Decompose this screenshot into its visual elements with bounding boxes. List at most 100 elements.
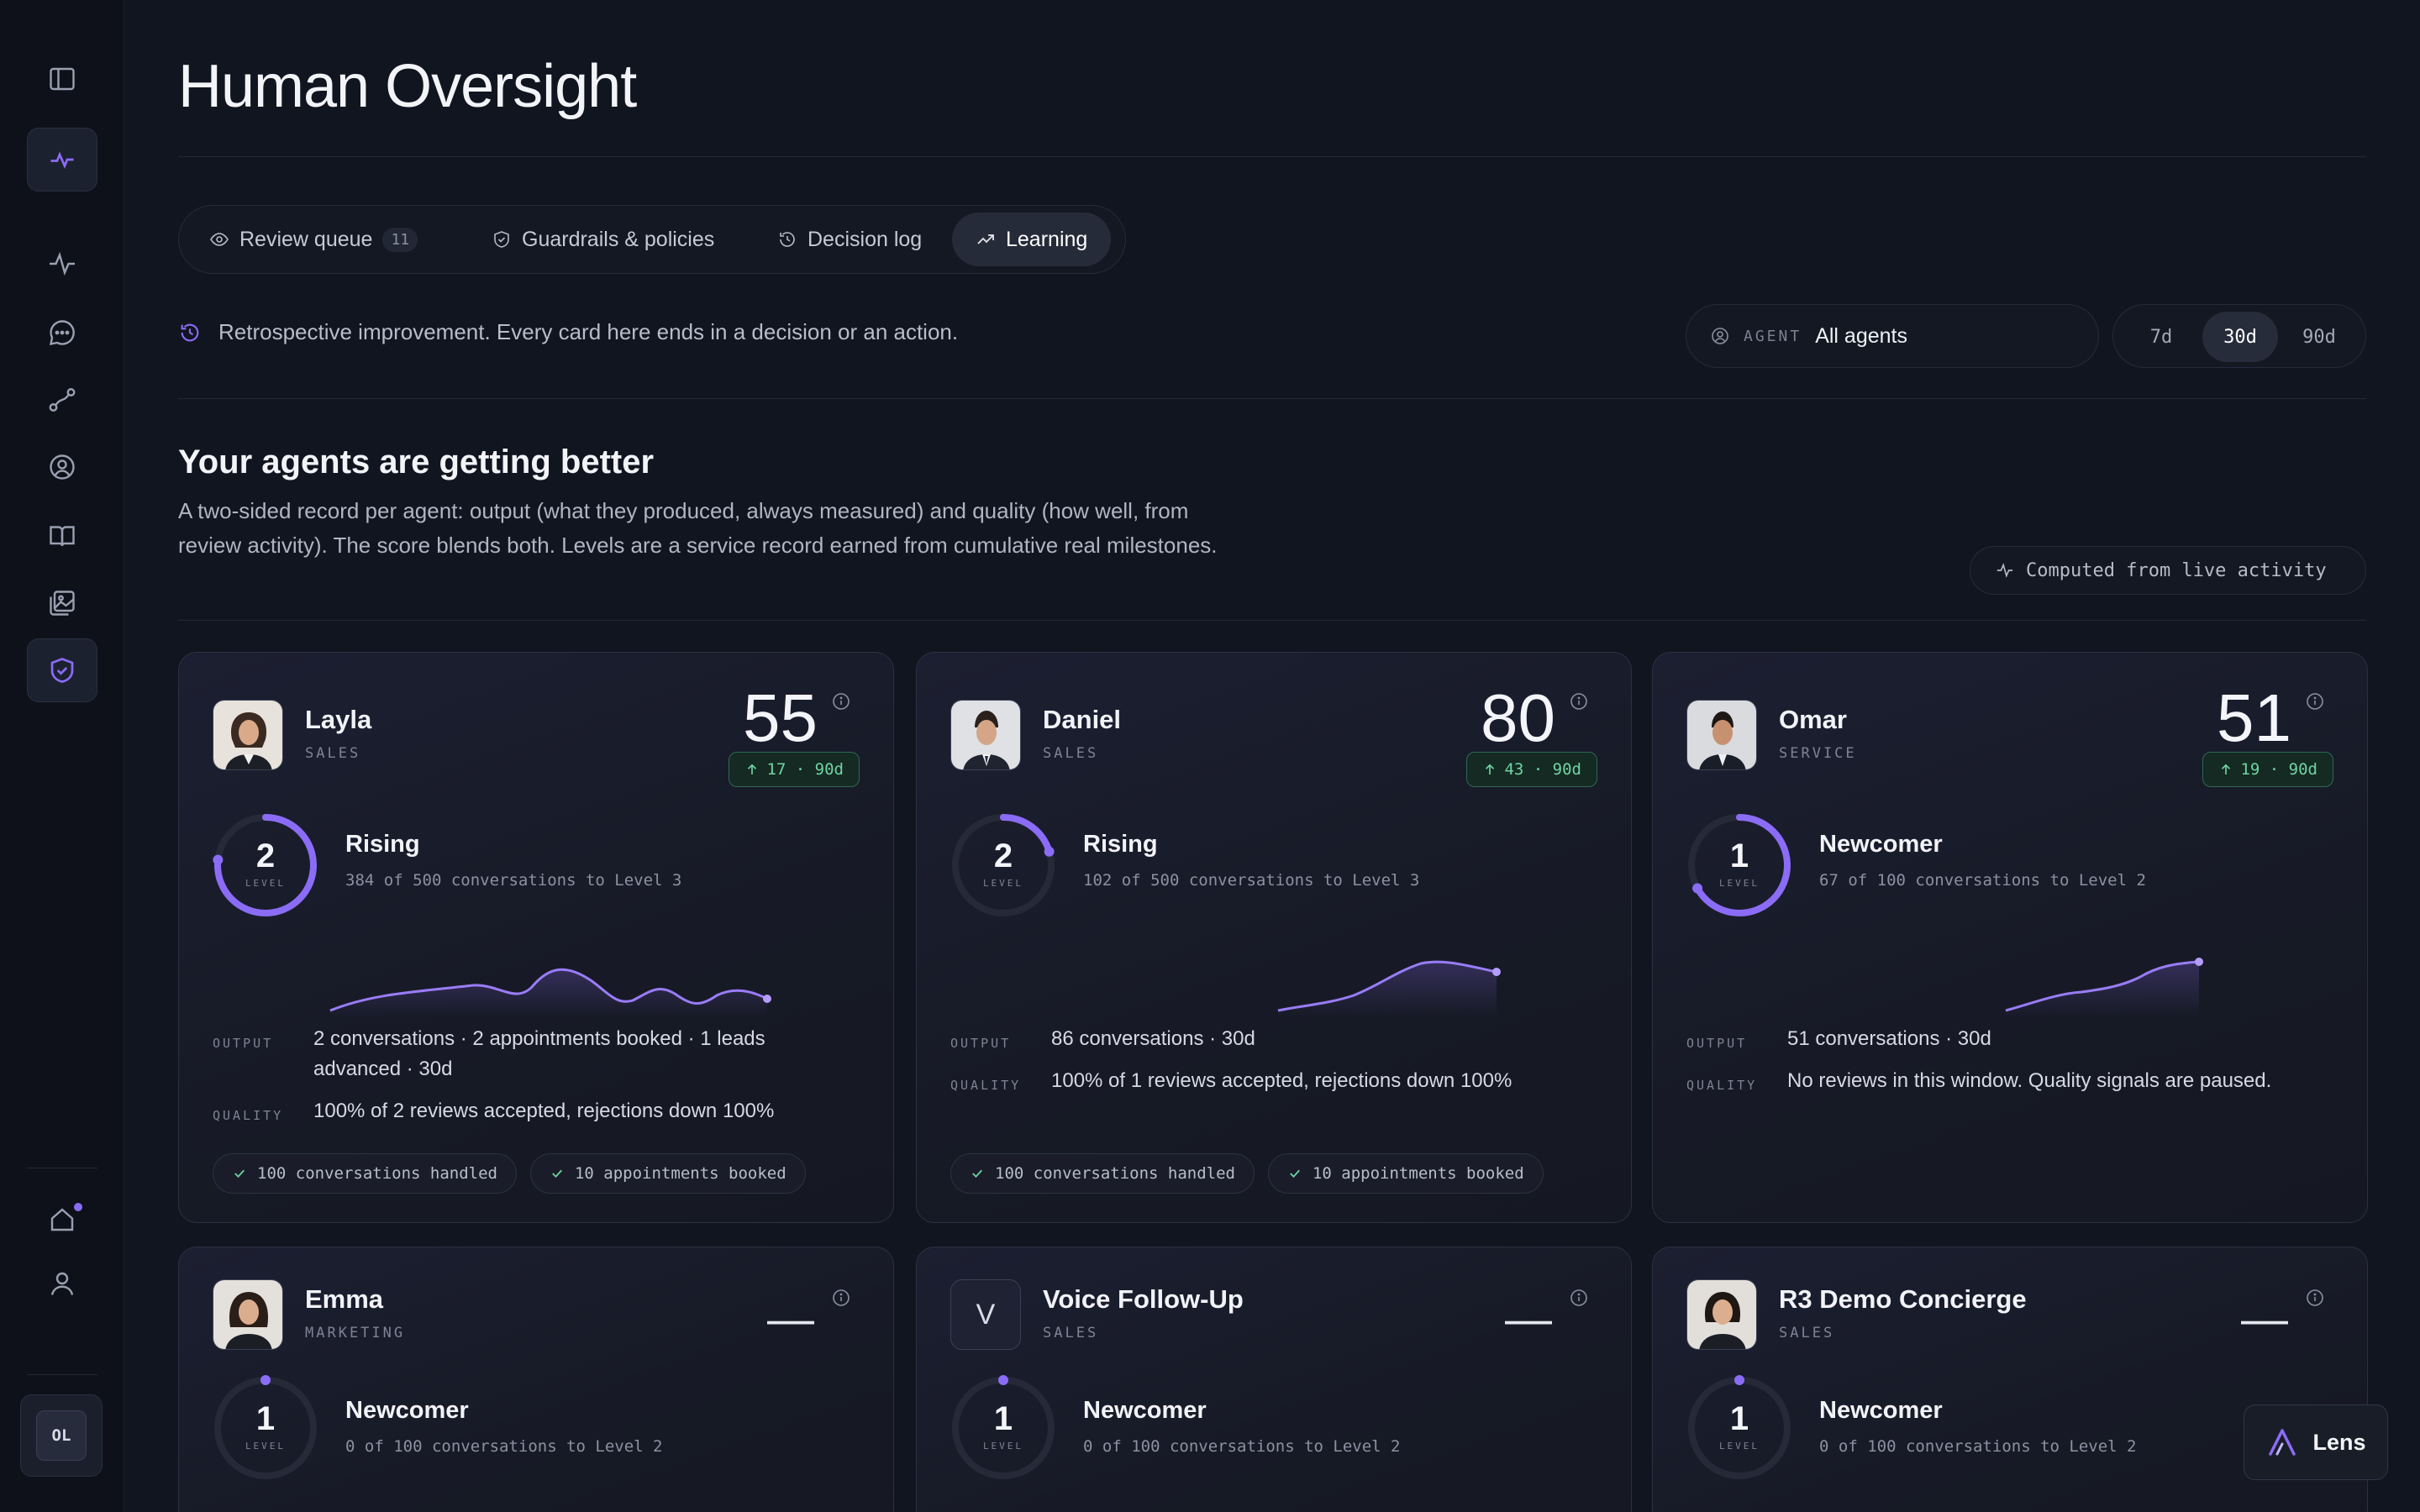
- tab-learning[interactable]: Learning: [952, 213, 1112, 266]
- quality-label: QUALITY: [213, 1108, 284, 1123]
- agent-card-daniel[interactable]: Daniel SALES 80 43 · 90d 2 LEVEL Rising …: [916, 652, 1632, 1223]
- sidebar-item-activity[interactable]: [27, 232, 97, 296]
- info-icon[interactable]: [2305, 1288, 2325, 1308]
- lens-button[interactable]: Lens: [2244, 1404, 2388, 1480]
- level-ring: [952, 814, 1055, 916]
- quality-value: 100% of 1 reviews accepted, rejections d…: [1051, 1069, 1512, 1092]
- check-icon: [552, 1169, 562, 1179]
- sidebar-item-media[interactable]: [27, 571, 97, 635]
- panel-toggle-button[interactable]: [27, 47, 97, 111]
- range-option-7d[interactable]: 7d: [2149, 326, 2173, 348]
- milestone-badge: 100 conversations handled: [950, 1153, 1255, 1194]
- sidebar-item-chat[interactable]: [27, 301, 97, 365]
- info-icon[interactable]: [1569, 1288, 1589, 1308]
- info-icon[interactable]: [1569, 691, 1589, 711]
- agent-score: 51: [2217, 680, 2291, 755]
- level-progress: 384 of 500 conversations to Level 3: [345, 871, 682, 890]
- level-number: 2: [993, 837, 1013, 874]
- arrow-up-icon: [748, 764, 757, 774]
- score-delta: 17 · 90d: [766, 760, 844, 779]
- notification-dot: [74, 1203, 82, 1211]
- history-icon: [780, 232, 795, 247]
- milestone-label: 10 appointments booked: [1312, 1164, 1524, 1183]
- agent-team: SERVICE: [1779, 745, 1857, 762]
- arrow-up-icon: [1486, 764, 1495, 774]
- tier-name: Newcomer: [1083, 1397, 1207, 1424]
- agent-score: 55: [743, 680, 818, 755]
- agent-avatar: [213, 700, 283, 770]
- output-value: 86 conversations · 30d: [1051, 1027, 1255, 1050]
- sidebar: OL: [0, 0, 124, 1512]
- activity-sparkline: [2005, 958, 2203, 1017]
- range-option-30d[interactable]: 30d: [2202, 312, 2278, 362]
- agent-card-omar[interactable]: Omar SERVICE 51 19 · 90d 1 LEVEL Newcome…: [1652, 652, 2368, 1223]
- header-divider: [178, 156, 2366, 157]
- sidebar-divider: [27, 1374, 97, 1375]
- shield-icon: [494, 231, 509, 248]
- history-icon: [181, 323, 199, 341]
- page-title: Human Oversight: [178, 53, 637, 120]
- check-icon: [1290, 1169, 1300, 1179]
- sidebar-item-knowledge[interactable]: [27, 504, 97, 568]
- output-value: 2 conversations · 2 appointments booked …: [313, 1027, 765, 1080]
- info-row: Retrospective improvement. Every card he…: [178, 319, 958, 345]
- agent-card-emma[interactable]: Emma MARKETING — 1 LEVEL Newcomer 0 of 1…: [178, 1247, 894, 1512]
- level-progress: 67 of 100 conversations to Level 2: [1819, 871, 2146, 890]
- user-circle-icon: [1712, 328, 1728, 344]
- agent-team: SALES: [1043, 1325, 1099, 1341]
- level-ring: [952, 1375, 1055, 1479]
- quality-label: QUALITY: [950, 1078, 1022, 1093]
- score-delta: 19 · 90d: [2240, 760, 2317, 779]
- tier-name: Newcomer: [345, 1397, 469, 1424]
- tab-label: Review queue: [239, 227, 373, 251]
- agent-name: Emma: [305, 1284, 384, 1314]
- user-circle-icon: [50, 454, 75, 480]
- sidebar-item-profile[interactable]: [27, 1252, 97, 1315]
- level-number: 1: [993, 1400, 1013, 1437]
- agent-filter-select[interactable]: AGENT All agents: [1686, 304, 2099, 368]
- tier-name: Rising: [1083, 831, 1158, 858]
- live-activity-pill: Computed from live activity: [1970, 546, 2366, 595]
- agent-team: SALES: [305, 745, 361, 762]
- sidebar-item-oversight[interactable]: [27, 638, 97, 702]
- tier-name: Newcomer: [1819, 1397, 1943, 1424]
- info-icon[interactable]: [831, 1288, 851, 1308]
- level-label: LEVEL: [1718, 878, 1760, 889]
- live-activity-label: Computed from live activity: [2026, 559, 2327, 581]
- level-ring: [214, 1375, 317, 1479]
- shield-check-icon: [50, 658, 74, 683]
- account-avatar[interactable]: OL: [20, 1394, 103, 1477]
- tab-bar: Review queue 11 Guardrails & policies De…: [178, 205, 1126, 274]
- sidebar-item-routes[interactable]: [27, 368, 97, 432]
- tab-decision-log[interactable]: Decision log: [754, 213, 945, 266]
- level-label: LEVEL: [1718, 1441, 1760, 1452]
- agent-score: 80: [1481, 680, 1555, 755]
- arrow-up-icon: [2222, 764, 2231, 774]
- activity-sparkline: [329, 968, 771, 1017]
- home-icon: [50, 1208, 74, 1231]
- score-delta-badge: 43 · 90d: [1466, 752, 1597, 787]
- tab-label: Learning: [1006, 227, 1088, 251]
- milestone-label: 10 appointments booked: [574, 1164, 786, 1183]
- info-icon[interactable]: [831, 691, 851, 711]
- agent-name: R3 Demo Concierge: [1779, 1284, 2027, 1314]
- section-divider: [178, 620, 2366, 621]
- sidebar-item-contacts[interactable]: [27, 435, 97, 499]
- sidebar-item-home[interactable]: [27, 1188, 97, 1252]
- milestone-label: 100 conversations handled: [257, 1164, 497, 1183]
- level-progress: 102 of 500 conversations to Level 3: [1083, 871, 1420, 890]
- agent-team: MARKETING: [305, 1325, 406, 1341]
- agent-avatar: [1686, 1279, 1757, 1350]
- agent-card-voice-follow-up[interactable]: V Voice Follow-Up SALES — 1 LEVEL Newcom…: [916, 1247, 1632, 1512]
- range-option-90d[interactable]: 90d: [2302, 326, 2336, 348]
- agent-score: —: [2241, 1292, 2288, 1345]
- sidebar-item-pulse[interactable]: [27, 128, 97, 192]
- agent-card-layla[interactable]: Layla SALES 55 17 · 90d 2 LEVEL Rising 3…: [178, 652, 894, 1223]
- agent-name: Omar: [1779, 705, 1847, 734]
- level-ring: [213, 814, 317, 916]
- tab-review-queue[interactable]: Review queue 11: [186, 213, 441, 266]
- info-icon[interactable]: [2305, 691, 2325, 711]
- agent-avatar: [950, 700, 1021, 770]
- user-icon: [50, 1272, 74, 1295]
- tab-guardrails[interactable]: Guardrails & policies: [468, 213, 738, 266]
